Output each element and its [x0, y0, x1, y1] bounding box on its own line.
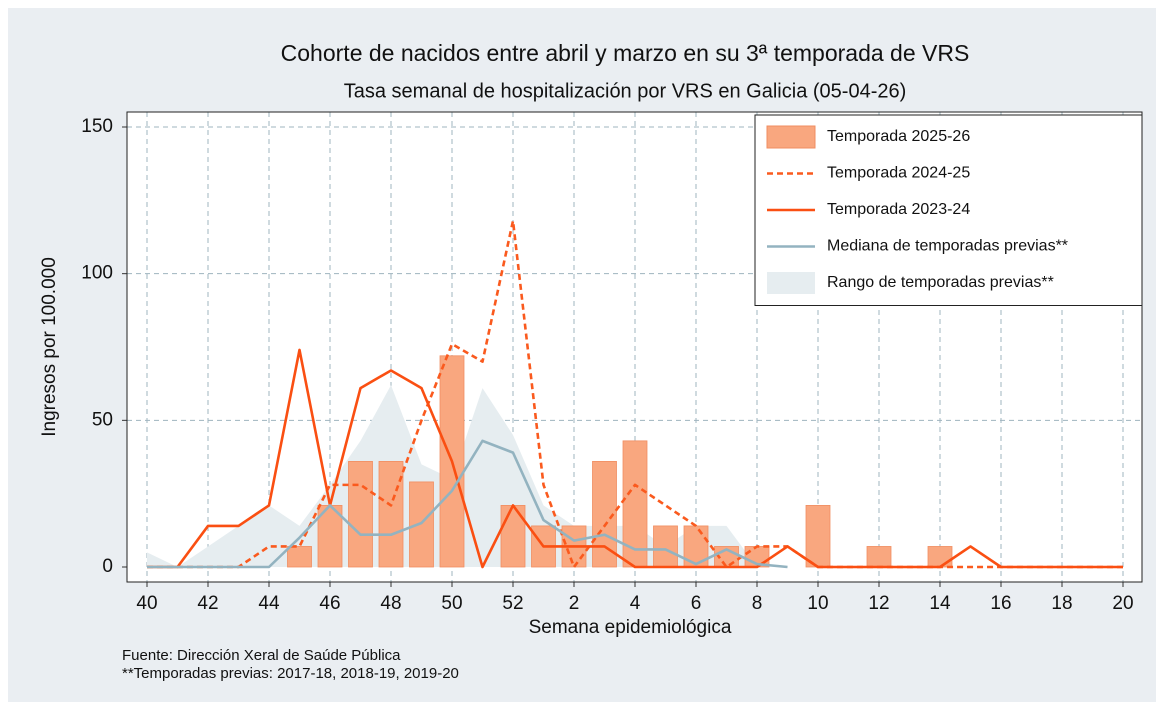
marks: [147, 219, 1123, 569]
x-tick-label: 18: [1051, 593, 1072, 614]
legend-label: Temporada 2023-24: [827, 201, 970, 218]
x-tick-label: 44: [258, 593, 280, 614]
x-tick-label: 12: [868, 593, 889, 614]
x-tick-label: 4: [630, 593, 641, 614]
x-tick-label: 16: [990, 593, 1011, 614]
bar: [378, 460, 404, 568]
x-tick-label: 46: [319, 593, 340, 614]
x-tick-label: 8: [752, 593, 763, 614]
note: **Temporadas previas: 2017-18, 2018-19, …: [122, 665, 459, 682]
legend-label: Temporada 2024-25: [827, 165, 970, 182]
legend: Temporada 2025-26 Temporada 2024-25 Tempor…: [754, 114, 1143, 306]
x-tick-label: 2: [569, 593, 580, 614]
y-axis-label: Ingresos por 100.000: [39, 257, 60, 437]
bar: [927, 546, 953, 568]
bar: [866, 546, 892, 568]
legend-swatch: [766, 125, 816, 149]
legend-label: Rango de temporadas previas**: [827, 274, 1054, 291]
note: Fuente: Dirección Xeral de Saúde Pública: [122, 647, 401, 664]
x-tick-label: 10: [807, 593, 828, 614]
y-tick-label: 100: [81, 263, 113, 284]
legend-label: Temporada 2025-26: [827, 128, 970, 145]
x-axis-label: Semana epidemiológica: [529, 617, 732, 638]
bar: [348, 460, 373, 568]
bar: [653, 525, 678, 568]
x-tick-label: 50: [441, 593, 462, 614]
legend-label: Mediana de temporadas previas**: [827, 238, 1068, 255]
chart-subtitle: Tasa semanal de hospitalización por VRS …: [344, 80, 907, 102]
chart-title: Cohorte de nacidos entre abril y marzo e…: [281, 40, 970, 66]
bar: [287, 546, 312, 568]
x-tick-label: 52: [502, 593, 523, 614]
line: [147, 348, 1123, 569]
x-tick-label: 6: [691, 593, 702, 614]
y-tick-label: 50: [92, 409, 113, 430]
line: [147, 439, 788, 569]
y-tick-label: 0: [102, 556, 113, 577]
x-tick-label: 40: [136, 593, 157, 614]
x-tick-label: 14: [929, 593, 951, 614]
x-tick-label: 20: [1112, 593, 1133, 614]
legend-box: [754, 114, 1143, 306]
bar: [805, 504, 831, 568]
legend-swatch: [767, 272, 815, 294]
x-tick-label: 48: [380, 593, 401, 614]
x-tick-label: 42: [197, 593, 218, 614]
plot-border: [126, 111, 1143, 583]
y-tick-label: 150: [81, 116, 113, 137]
bar: [409, 481, 434, 568]
